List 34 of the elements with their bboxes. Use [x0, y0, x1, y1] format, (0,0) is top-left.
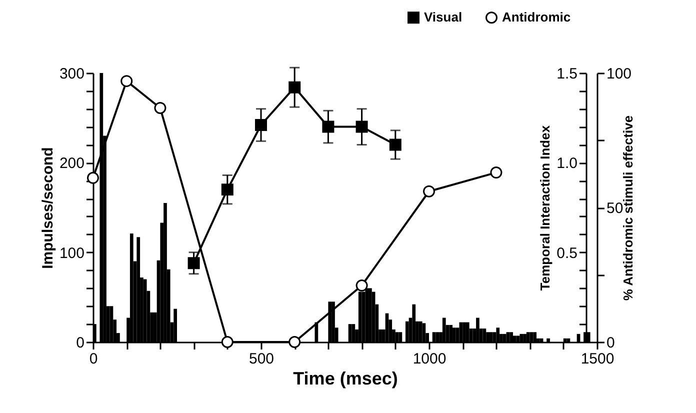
point: [188, 257, 200, 270]
point: [120, 75, 133, 88]
point: [356, 120, 368, 133]
y2-tick-label: 1.5: [556, 66, 578, 82]
y-tick-label: 200: [59, 155, 84, 172]
y2-axis-title: Temporal Interaction Index: [538, 124, 553, 291]
point: [288, 336, 301, 348]
y-tick-label: 0: [76, 334, 84, 352]
point: [154, 102, 166, 114]
point: [322, 120, 334, 133]
point: [221, 184, 234, 196]
y3-tick-label: 100: [606, 66, 632, 82]
point: [389, 138, 402, 151]
legend-label: Visual: [424, 10, 462, 25]
y-axis-title: Impulses/second: [39, 147, 56, 269]
y2-tick-label: 0.5: [556, 244, 578, 262]
y3-tick-label: 50: [606, 200, 624, 217]
point: [255, 119, 267, 131]
point: [87, 172, 99, 184]
point: [356, 280, 368, 292]
y2-tick-label: 1.0: [556, 155, 578, 172]
x-tick-label: 1500: [580, 350, 614, 368]
x-axis-title: Time (msec): [293, 368, 398, 388]
legend-label: Antidromic: [502, 10, 571, 25]
point: [288, 81, 301, 94]
point: [490, 166, 502, 179]
point: [221, 336, 234, 348]
point: [423, 185, 435, 198]
x-tick-label: 1000: [412, 350, 446, 368]
y3-tick-label: 0: [606, 334, 615, 352]
y-tick-label: 300: [59, 66, 84, 82]
x-tick-label: 0: [89, 350, 98, 368]
y-tick-label: 100: [59, 244, 84, 262]
x-tick-label: 500: [248, 350, 274, 368]
